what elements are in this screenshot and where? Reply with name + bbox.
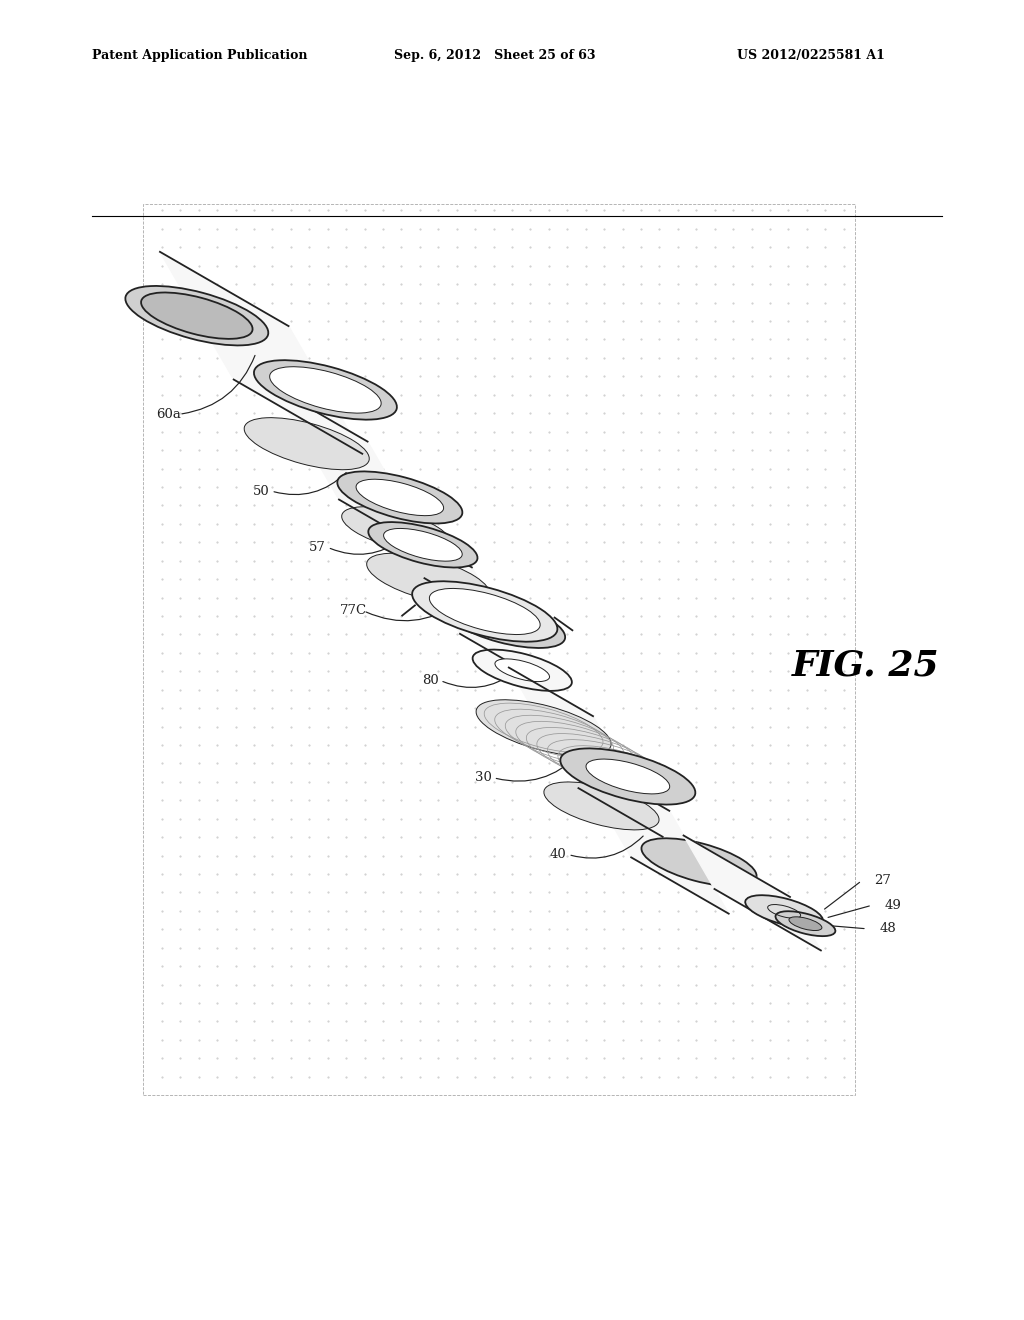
Bar	[143, 205, 855, 1096]
Polygon shape	[684, 836, 821, 950]
Ellipse shape	[429, 589, 540, 635]
Polygon shape	[369, 480, 451, 594]
Text: 48: 48	[880, 923, 896, 936]
Ellipse shape	[367, 553, 489, 605]
Ellipse shape	[141, 293, 253, 339]
Text: 49: 49	[885, 899, 901, 912]
Ellipse shape	[342, 507, 451, 552]
Ellipse shape	[788, 917, 822, 931]
Text: FIG. 25: FIG. 25	[792, 648, 939, 682]
Ellipse shape	[244, 417, 370, 470]
Ellipse shape	[356, 479, 443, 516]
Ellipse shape	[586, 759, 670, 793]
Ellipse shape	[462, 605, 546, 640]
Ellipse shape	[254, 360, 397, 420]
Text: 50: 50	[253, 484, 269, 498]
Ellipse shape	[473, 649, 571, 690]
Text: US 2012/0225581 A1: US 2012/0225581 A1	[737, 49, 885, 62]
Ellipse shape	[495, 659, 550, 681]
Ellipse shape	[560, 748, 695, 805]
Polygon shape	[396, 524, 536, 677]
Ellipse shape	[745, 895, 823, 928]
Text: 57: 57	[309, 541, 326, 554]
Polygon shape	[160, 252, 362, 454]
Ellipse shape	[337, 471, 463, 524]
Ellipse shape	[412, 581, 557, 642]
Polygon shape	[274, 388, 432, 553]
Ellipse shape	[476, 700, 611, 756]
Ellipse shape	[442, 597, 565, 648]
Ellipse shape	[775, 911, 836, 936]
Text: 80: 80	[422, 675, 438, 686]
Ellipse shape	[125, 286, 268, 346]
Text: Sep. 6, 2012   Sheet 25 of 63: Sep. 6, 2012 Sheet 25 of 63	[394, 49, 596, 62]
Ellipse shape	[369, 523, 477, 568]
Ellipse shape	[269, 367, 381, 413]
Text: 60a: 60a	[157, 408, 181, 421]
Polygon shape	[571, 755, 729, 913]
Text: 40: 40	[550, 847, 566, 861]
Text: 30: 30	[475, 771, 492, 784]
Ellipse shape	[544, 781, 659, 830]
Text: Patent Application Publication: Patent Application Publication	[92, 49, 307, 62]
Text: 27: 27	[874, 874, 891, 887]
Polygon shape	[509, 668, 663, 837]
Ellipse shape	[641, 838, 757, 886]
Ellipse shape	[384, 528, 462, 561]
Text: 77C: 77C	[340, 605, 367, 618]
